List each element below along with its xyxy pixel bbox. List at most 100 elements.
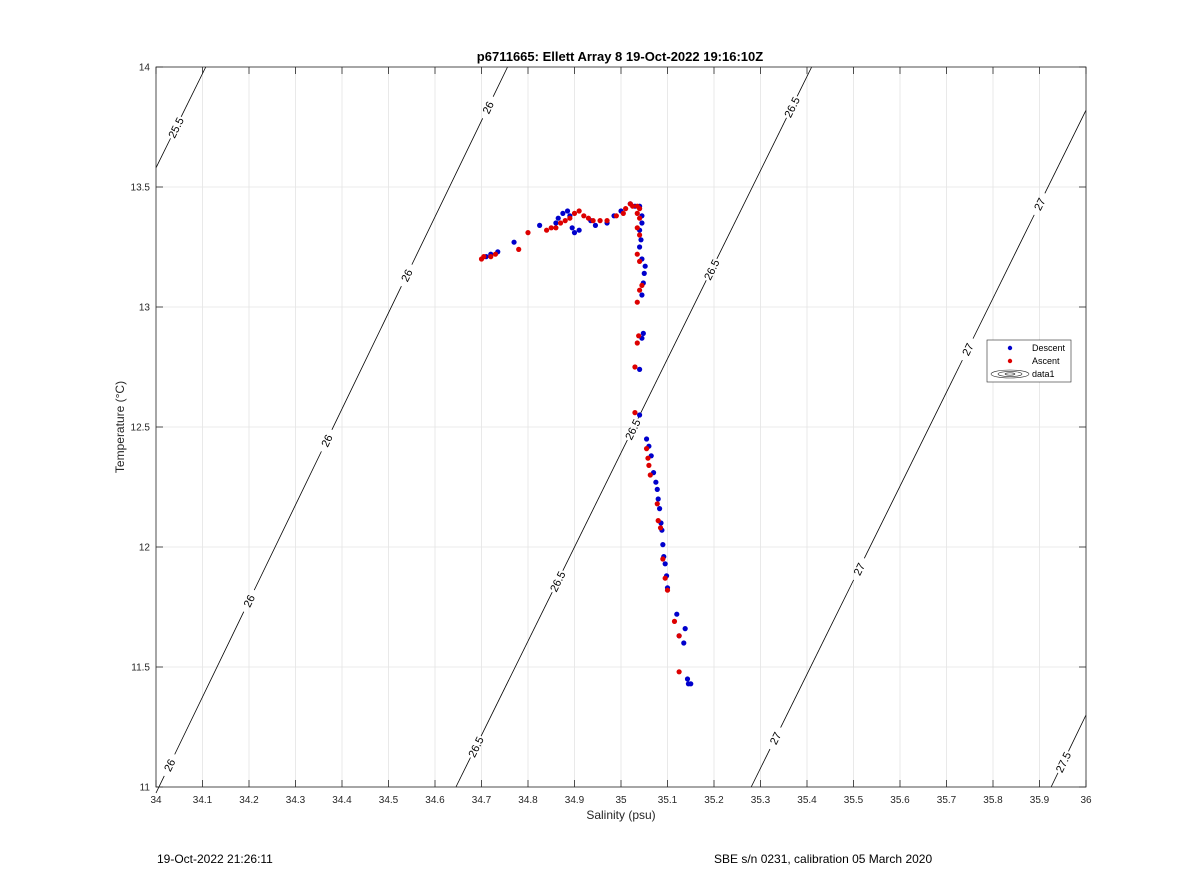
contour-line-27 — [863, 359, 963, 559]
legend: Descent Ascent data1 — [986, 339, 1072, 383]
point-ascent — [492, 251, 499, 257]
point-ascent — [597, 218, 603, 224]
point-ascent — [525, 230, 531, 236]
point-ascent — [637, 215, 643, 221]
point-descent — [643, 436, 650, 442]
contour-line-27-5 — [1068, 714, 1087, 752]
point-descent — [511, 239, 517, 245]
y-axis-ticks: 11 11.5 12 12.5 13 13.5 14 — [131, 63, 1086, 794]
point-ascent — [655, 518, 661, 524]
point-ascent — [557, 220, 564, 226]
point-ascent — [613, 213, 619, 219]
point-descent — [564, 208, 571, 214]
point-descent — [642, 263, 648, 269]
point-descent — [656, 506, 663, 512]
point-descent — [674, 611, 680, 617]
contour-line-26-5 — [480, 591, 553, 737]
legend-marker-ascent — [1007, 358, 1013, 364]
contour-line-27 — [1044, 110, 1087, 194]
point-ascent — [544, 227, 550, 233]
x-tick-label: 34 — [150, 795, 162, 806]
point-ascent — [567, 215, 573, 221]
point-descent — [639, 292, 645, 298]
point-descent — [553, 220, 559, 226]
point-descent — [637, 412, 643, 418]
point-ascent — [643, 446, 650, 452]
point-ascent — [657, 525, 664, 531]
contour-line-26-5 — [562, 439, 628, 571]
x-tick-label: 34.3 — [286, 795, 306, 806]
legend-label-ascent: Ascent — [1032, 356, 1060, 366]
y-tick-label: 12.5 — [131, 423, 151, 434]
x-tick-label: 34.7 — [472, 795, 492, 806]
contour-line-27 — [972, 214, 1035, 339]
x-tick-label: 35.7 — [937, 795, 957, 806]
x-tick-label: 35.3 — [751, 795, 771, 806]
y-axis-label: Temperature (°C) — [113, 381, 127, 473]
point-descent — [660, 542, 666, 548]
point-ascent — [548, 225, 554, 231]
point-ascent — [637, 232, 643, 238]
contour-label: 26 — [162, 757, 178, 773]
point-ascent — [636, 333, 642, 339]
chart-title: p6711665: Ellett Array 8 19-Oct-2022 19:… — [477, 49, 763, 64]
x-tick-label: 35.9 — [1030, 795, 1050, 806]
contour-line-26 — [253, 451, 322, 591]
data-series — [478, 201, 694, 687]
point-ascent — [639, 282, 645, 288]
x-tick-label: 35.6 — [890, 795, 910, 806]
contour-line-25-5 — [180, 66, 207, 118]
point-descent — [662, 561, 668, 567]
x-tick-label: 34.9 — [565, 795, 585, 806]
x-tick-label: 35 — [615, 795, 627, 806]
x-tick-label: 35.8 — [983, 795, 1003, 806]
x-tick-label: 34.8 — [518, 795, 538, 806]
point-descent — [641, 270, 647, 276]
contour-label: 26 — [242, 593, 258, 609]
contour-label: 27 — [960, 342, 976, 358]
point-ascent — [581, 213, 587, 219]
legend-label-descent: Descent — [1032, 343, 1066, 353]
x-axis-label: Salinity (psu) — [586, 808, 655, 822]
point-ascent — [571, 210, 578, 216]
contour-label: 27 — [768, 731, 784, 747]
point-ascent — [664, 587, 671, 593]
point-ascent — [576, 208, 582, 214]
contour-line-26 — [155, 775, 165, 794]
legend-label-data1: data1 — [1032, 369, 1055, 379]
contour-label: 26 — [399, 268, 415, 284]
point-ascent — [645, 455, 651, 461]
point-ascent — [637, 258, 643, 264]
contour-line-26-5 — [637, 280, 707, 419]
contour-line-26-5 — [716, 117, 787, 260]
series-ascent — [478, 201, 682, 675]
point-descent — [685, 681, 692, 687]
y-tick-label: 14 — [139, 63, 151, 74]
legend-marker-descent — [1007, 345, 1013, 351]
point-ascent — [634, 225, 640, 231]
point-descent — [654, 486, 660, 492]
x-tick-label: 35.1 — [658, 795, 678, 806]
legend-box — [986, 339, 1072, 383]
point-ascent — [637, 287, 643, 293]
point-ascent — [634, 340, 640, 346]
point-descent — [684, 676, 691, 682]
point-descent — [640, 330, 646, 336]
point-ascent — [676, 669, 682, 675]
contour-line-26 — [411, 118, 484, 265]
instrument-calibration: SBE s/n 0231, calibration 05 March 2020 — [714, 852, 933, 866]
contour-line-26 — [174, 611, 245, 755]
point-ascent — [671, 618, 678, 625]
point-ascent — [660, 556, 666, 562]
point-descent — [637, 366, 643, 372]
x-tick-label: 34.1 — [193, 795, 213, 806]
point-ascent — [647, 472, 653, 478]
x-tick-label: 34.5 — [379, 795, 399, 806]
y-tick-label: 11.5 — [131, 663, 150, 674]
contour-line-26-5 — [796, 66, 813, 97]
point-ascent — [646, 462, 652, 468]
contour-line-27-5 — [1050, 772, 1059, 788]
point-descent — [681, 640, 687, 646]
contour-label: 27 — [1032, 196, 1048, 212]
point-descent — [653, 479, 659, 485]
